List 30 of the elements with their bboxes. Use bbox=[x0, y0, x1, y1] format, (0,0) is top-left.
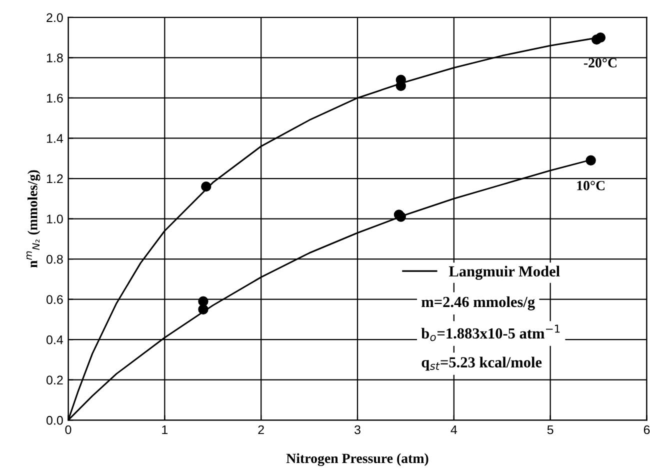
x-tick-label: 5 bbox=[547, 425, 554, 434]
y-tick-label: 1.2 bbox=[46, 174, 63, 184]
x-tick-label: 6 bbox=[644, 425, 650, 434]
series-label: -20°C bbox=[584, 58, 616, 68]
y-tick-label: 0.2 bbox=[46, 376, 63, 385]
y-tick-label: 0.8 bbox=[46, 254, 63, 264]
y-tick-label: 1.4 bbox=[46, 134, 64, 143]
y-tick-label: 2.0 bbox=[46, 13, 63, 22]
point bbox=[201, 181, 212, 192]
y-axis-title: n$^{m}$$_{N₂}$ (mmoles/g) bbox=[26, 170, 40, 268]
y-tick-label: 1.8 bbox=[46, 54, 63, 62]
annotation: m=2.46 mmoles/g bbox=[422, 296, 535, 310]
point bbox=[586, 155, 596, 166]
x-tick-label: 1 bbox=[162, 425, 168, 434]
y-tick-label: 0.6 bbox=[46, 295, 63, 304]
x-tick-label: 2 bbox=[258, 425, 264, 434]
annotation: b$_{o}$=1.883x10-5 atm$^{−1}$ bbox=[421, 324, 560, 342]
series-label: 10°C bbox=[577, 180, 605, 190]
legend-label: Langmuir Model bbox=[449, 266, 560, 280]
y-tick-label: 0.4 bbox=[46, 335, 64, 344]
y-tick-label: 1.0 bbox=[46, 214, 63, 224]
y-tick-label: 0.0 bbox=[46, 416, 63, 425]
x-tick-label: 4 bbox=[450, 425, 458, 434]
annotation: q$_{st}$=5.23 kcal/mole bbox=[422, 356, 542, 371]
point bbox=[198, 304, 208, 314]
x-axis-title: Nitrogen Pressure (atm) bbox=[286, 453, 428, 466]
x-tick-label: 3 bbox=[354, 425, 360, 434]
point bbox=[595, 32, 606, 43]
y-tick-label: 1.6 bbox=[46, 94, 63, 103]
x-tick-label: 0 bbox=[65, 425, 72, 434]
